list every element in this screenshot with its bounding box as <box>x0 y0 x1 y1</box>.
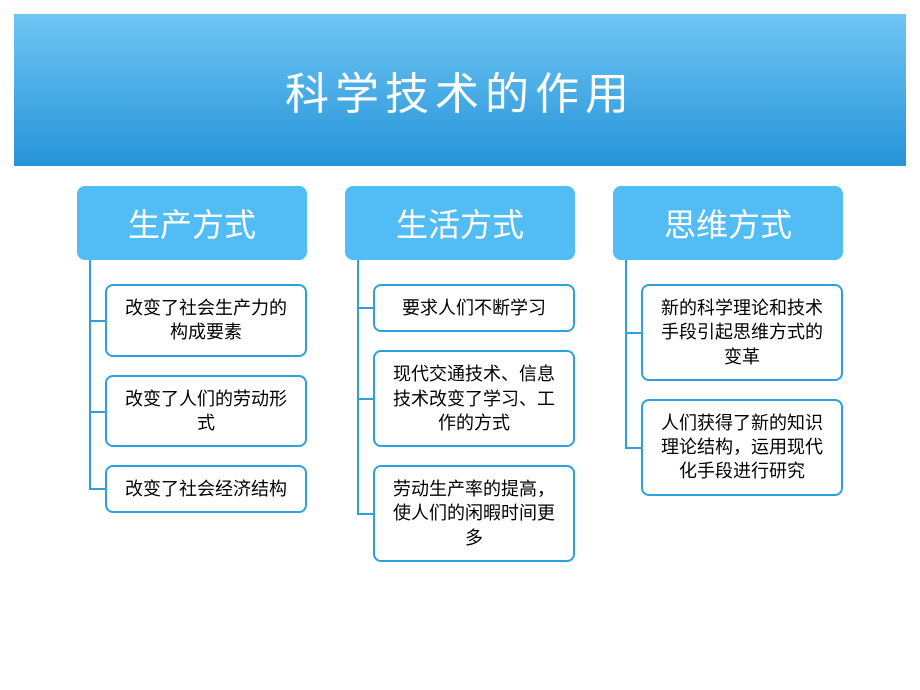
item-box: 改变了社会生产力的构成要素 <box>105 284 307 357</box>
column: 思维方式新的科学理论和技术手段引起思维方式的变革人们获得了新的知识理论结构，运用… <box>613 186 843 580</box>
connector-horizontal <box>357 513 373 515</box>
item-box: 改变了社会经济结构 <box>105 465 307 513</box>
connector-horizontal <box>625 332 641 334</box>
columns-container: 生产方式改变了社会生产力的构成要素改变了人们的劳动形式改变了社会经济结构生活方式… <box>0 186 920 580</box>
connector-horizontal <box>357 307 373 309</box>
connector-vertical <box>357 260 359 514</box>
item-box: 劳动生产率的提高，使人们的闲暇时间更多 <box>373 465 575 562</box>
column: 生活方式要求人们不断学习现代交通技术、信息技术改变了学习、工作的方式劳动生产率的… <box>345 186 575 580</box>
category-box: 生活方式 <box>345 186 575 260</box>
item-box: 改变了人们的劳动形式 <box>105 375 307 448</box>
item-box: 新的科学理论和技术手段引起思维方式的变革 <box>641 284 843 381</box>
category-box: 思维方式 <box>613 186 843 260</box>
connector-horizontal <box>89 411 105 413</box>
category-box: 生产方式 <box>77 186 307 260</box>
connector-vertical <box>89 260 91 489</box>
connector-horizontal <box>357 398 373 400</box>
column: 生产方式改变了社会生产力的构成要素改变了人们的劳动形式改变了社会经济结构 <box>77 186 307 580</box>
connector-horizontal <box>625 447 641 449</box>
item-box: 要求人们不断学习 <box>373 284 575 332</box>
page-title: 科学技术的作用 <box>285 58 635 122</box>
item-box: 人们获得了新的知识理论结构，运用现代化手段进行研究 <box>641 399 843 496</box>
connector-horizontal <box>89 488 105 490</box>
connector-vertical <box>625 260 627 448</box>
item-box: 现代交通技术、信息技术改变了学习、工作的方式 <box>373 350 575 447</box>
header: 科学技术的作用 <box>14 14 906 166</box>
connector-horizontal <box>89 320 105 322</box>
